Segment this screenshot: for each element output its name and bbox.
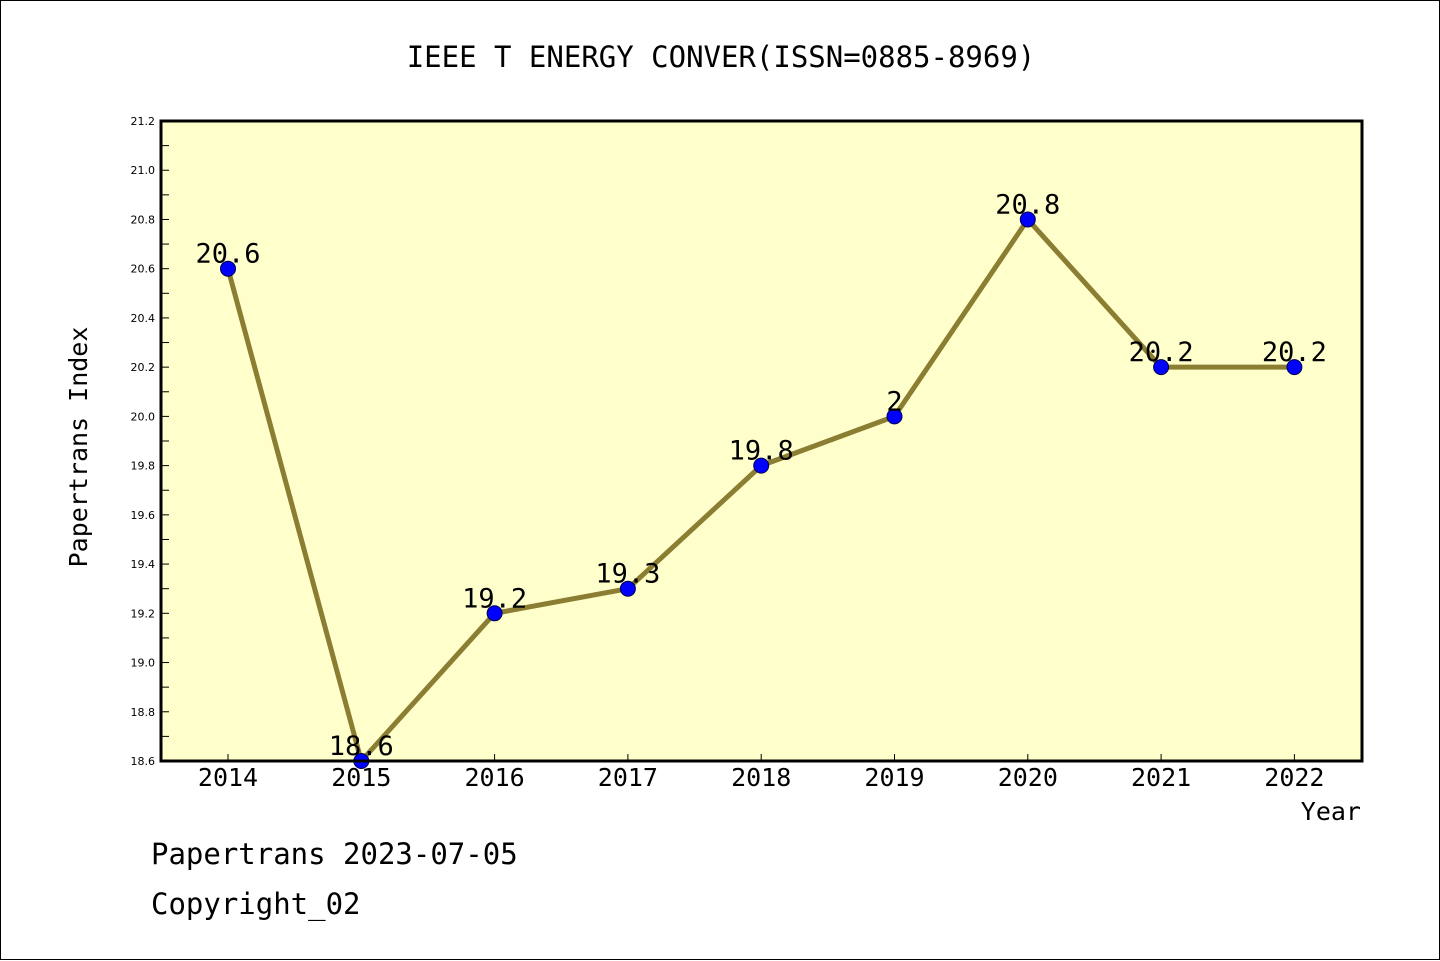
series-line-group [220,211,1303,769]
data-point [1153,359,1170,376]
x-tick-label: 2014 [198,763,258,792]
x-tick-label: 2017 [598,763,658,792]
y-tick-label: 21.0 [131,164,156,177]
plot-border [159,119,1364,763]
data-point [886,408,903,425]
data-label: 2 [886,386,902,417]
data-point [1286,359,1303,376]
x-tick-label: 2021 [1131,763,1191,792]
data-label: 20.8 [995,189,1060,220]
x-tick-label: 2022 [1264,763,1324,792]
y-tick-label: 20.6 [131,263,156,276]
y-tick-label: 20.4 [131,312,156,325]
data-label: 19.3 [595,559,660,590]
y-tick-label: 18.6 [131,755,156,768]
data-label: 19.2 [462,583,527,614]
data-label: 18.6 [329,731,394,762]
footer-copyright: Copyright_02 [151,887,361,921]
y-tick-label: 19.8 [131,460,156,473]
y-tick-label: 21.2 [131,115,156,128]
data-point [753,457,770,474]
x-axis-label: Year [1301,797,1361,826]
plot-area [161,121,1362,761]
data-labels: 20.6 18.6 19.2 19.3 19.8 2 20.8 20.2 20.2 [195,189,1326,762]
x-tick-label: 2019 [864,763,924,792]
data-label: 20.6 [195,239,260,270]
y-axis-label: Papertrans Index [64,327,93,568]
data-label: 20.2 [1262,337,1327,368]
y-tick-label: 18.8 [131,706,156,719]
y-tick-label: 19.4 [131,558,156,571]
y-axis-ticks: 18.6 18.8 19.0 19.2 19.4 19.6 19.8 20.0 20.2 20.4… [131,115,169,768]
y-tick-label: 19.2 [131,607,156,620]
x-tick-label: 2020 [998,763,1058,792]
x-tick-label: 2016 [464,763,524,792]
y-tick-label: 20.0 [131,410,156,423]
data-label: 19.8 [729,436,794,467]
data-point [619,580,636,597]
y-tick-label: 19.0 [131,657,156,670]
x-axis-ticks: 2014 2015 2016 2017 2018 2019 2020 2021 2022 [198,754,1325,792]
data-point [1019,211,1036,228]
y-tick-label: 19.6 [131,509,156,522]
footer-date: Papertrans 2023-07-05 [151,837,518,871]
y-tick-label: 20.2 [131,361,156,374]
x-tick-label: 2018 [731,763,791,792]
data-point [220,260,236,277]
data-point [486,605,503,622]
data-label: 20.2 [1129,337,1194,368]
y-tick-label: 20.8 [131,213,156,226]
chart-title: IEEE T ENERGY CONVER(ISSN=0885-8969) [407,40,1036,74]
